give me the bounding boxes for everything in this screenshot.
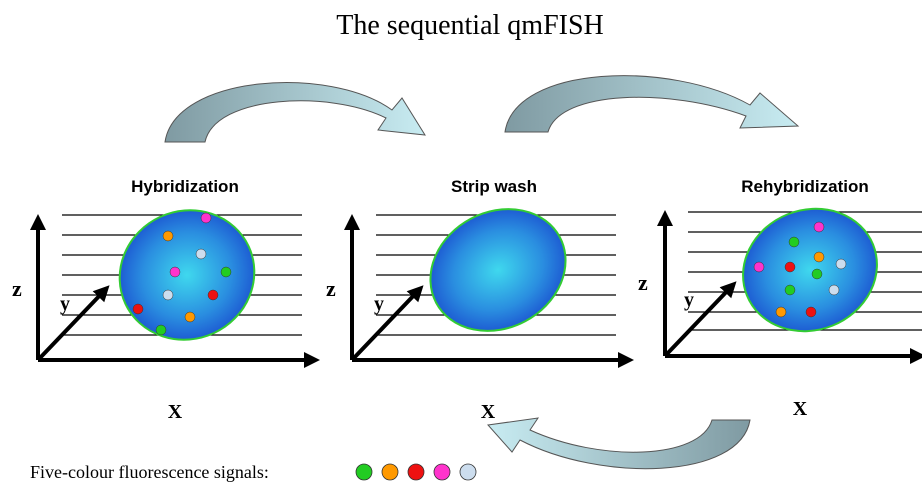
y-axis — [38, 291, 104, 360]
panel: Rehybridization z y X — [638, 177, 922, 420]
panel: Strip wash z y X — [326, 177, 626, 423]
diagram: The sequential qmFISH Hybridization z y … — [0, 0, 922, 484]
axis-label: z — [12, 276, 22, 301]
panel-label: Hybridization — [131, 177, 239, 196]
panel-label: Strip wash — [451, 177, 537, 196]
axis-label: X — [481, 401, 496, 423]
legend-label: Five-colour fluorescence signals: — [30, 462, 269, 482]
legend-swatches — [356, 464, 476, 480]
y-axis — [665, 287, 731, 356]
nucleus — [98, 188, 275, 361]
axis-label: z — [638, 270, 648, 295]
arrow — [505, 76, 798, 132]
axis-label: y — [684, 289, 694, 311]
panel: Hybridization z y X — [12, 177, 312, 423]
axis-label: y — [374, 293, 384, 315]
nucleus — [724, 189, 895, 351]
arrow — [488, 418, 750, 469]
panel-label: Rehybridization — [741, 177, 869, 196]
axis-label: z — [326, 276, 336, 301]
y-axis — [352, 291, 418, 360]
axis-label: X — [793, 398, 808, 420]
arrow — [165, 83, 425, 142]
axis-label: X — [168, 401, 183, 423]
nucleus — [409, 186, 587, 354]
axis-label: y — [60, 293, 70, 315]
title: The sequential qmFISH — [336, 10, 604, 41]
